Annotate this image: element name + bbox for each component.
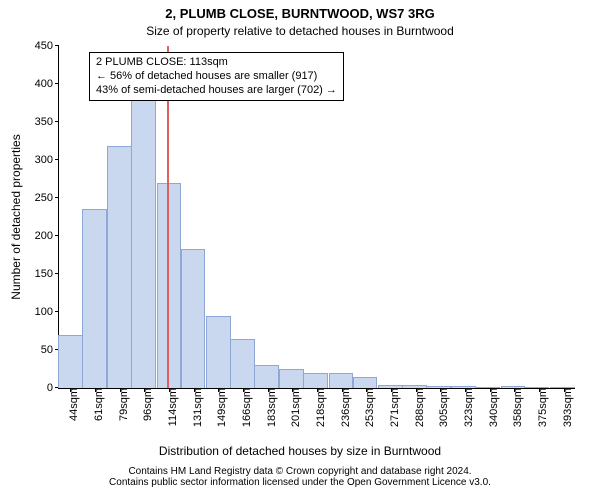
annotation-line: 2 PLUMB CLOSE: 113sqm <box>96 56 337 70</box>
x-tick-label: 44sqm <box>66 388 80 421</box>
footer-line-1: Contains HM Land Registry data © Crown c… <box>0 466 600 477</box>
x-tick-label: 305sqm <box>436 388 450 427</box>
x-axis-label: Distribution of detached houses by size … <box>0 444 600 458</box>
histogram-bar <box>303 373 328 388</box>
x-tick-label: 201sqm <box>288 388 302 427</box>
histogram-bar <box>131 99 156 388</box>
y-tick-mark <box>55 235 59 236</box>
x-tick-label: 288sqm <box>412 388 426 427</box>
y-tick-label: 450 <box>35 40 59 52</box>
y-tick-label: 300 <box>35 154 59 166</box>
y-tick-mark <box>55 83 59 84</box>
histogram-bar <box>206 316 231 388</box>
x-tick-label: 253sqm <box>362 388 376 427</box>
x-tick-label: 183sqm <box>264 388 278 427</box>
histogram-bar <box>82 209 107 388</box>
x-tick-label: 131sqm <box>190 388 204 427</box>
annotation-line: 43% of semi-detached houses are larger (… <box>96 84 337 98</box>
histogram-bar <box>157 183 182 388</box>
x-tick-label: 236sqm <box>338 388 352 427</box>
property-size-chart: 2, PLUMB CLOSE, BURNTWOOD, WS7 3RG Size … <box>0 0 600 500</box>
histogram-bar <box>107 146 132 388</box>
y-tick-label: 400 <box>35 78 59 90</box>
x-tick-label: 149sqm <box>214 388 228 427</box>
x-tick-label: 393sqm <box>560 388 574 427</box>
x-tick-label: 166sqm <box>239 388 253 427</box>
y-tick-label: 350 <box>35 116 59 128</box>
y-tick-label: 150 <box>35 268 59 280</box>
y-tick-mark <box>55 159 59 160</box>
y-tick-mark <box>55 121 59 122</box>
histogram-bar <box>329 373 354 388</box>
plot-area: 05010015020025030035040045044sqm61sqm79s… <box>58 46 575 389</box>
histogram-bar <box>279 369 304 388</box>
histogram-bar <box>58 335 83 388</box>
annotation-box: 2 PLUMB CLOSE: 113sqm← 56% of detached h… <box>89 52 344 101</box>
histogram-bar <box>254 365 279 388</box>
y-tick-label: 50 <box>41 344 59 356</box>
chart-footer: Contains HM Land Registry data © Crown c… <box>0 466 600 488</box>
x-tick-label: 375sqm <box>535 388 549 427</box>
x-tick-label: 218sqm <box>313 388 327 427</box>
x-tick-label: 96sqm <box>140 388 154 421</box>
chart-subtitle: Size of property relative to detached ho… <box>0 24 600 38</box>
x-tick-label: 79sqm <box>116 388 130 421</box>
histogram-bar <box>181 249 206 388</box>
y-tick-mark <box>55 273 59 274</box>
annotation-line: ← 56% of detached houses are smaller (91… <box>96 70 337 84</box>
y-tick-label: 100 <box>35 306 59 318</box>
y-tick-mark <box>55 311 59 312</box>
chart-title: 2, PLUMB CLOSE, BURNTWOOD, WS7 3RG <box>0 6 600 21</box>
y-tick-mark <box>55 45 59 46</box>
y-tick-mark <box>55 197 59 198</box>
histogram-bar <box>353 377 378 388</box>
x-tick-label: 358sqm <box>510 388 524 427</box>
y-axis-label: Number of detached properties <box>9 134 23 299</box>
x-tick-label: 114sqm <box>165 388 179 426</box>
histogram-bar <box>230 339 255 388</box>
x-tick-label: 61sqm <box>91 388 105 421</box>
x-tick-label: 271sqm <box>387 388 401 427</box>
footer-line-2: Contains public sector information licen… <box>0 477 600 488</box>
y-tick-label: 250 <box>35 192 59 204</box>
x-tick-label: 323sqm <box>461 388 475 427</box>
y-tick-label: 200 <box>35 230 59 242</box>
x-tick-label: 340sqm <box>486 388 500 427</box>
